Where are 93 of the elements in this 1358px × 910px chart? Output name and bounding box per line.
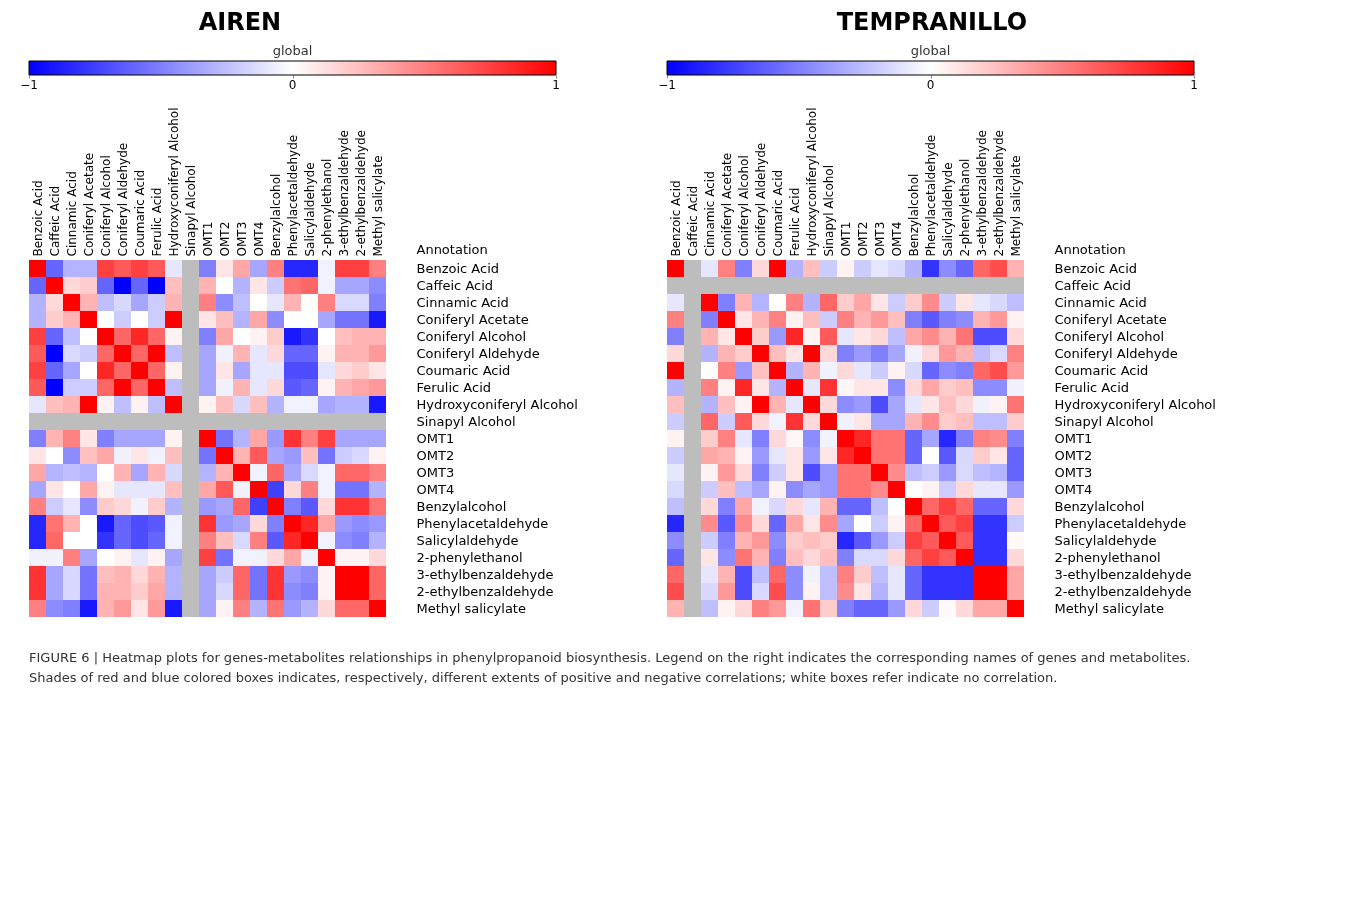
x-tick-label: Coniferyl Alcohol bbox=[98, 155, 113, 257]
y-tick-label: Coumaric Acid bbox=[416, 362, 511, 378]
x-tick-label: Benzylalcohol bbox=[268, 173, 283, 257]
x-tick-label: 3-ethylbenzaldehyde bbox=[974, 130, 989, 257]
x-tick-label: Caffeic Acid bbox=[685, 185, 700, 257]
y-axis-title: Annotation bbox=[1054, 241, 1126, 257]
y-tick-label: Benzylalcohol bbox=[416, 498, 507, 514]
y-tick-label: Coniferyl Acetate bbox=[1054, 311, 1167, 327]
x-tick-label: OMT4 bbox=[889, 221, 904, 257]
color-bar-label: 1 bbox=[1190, 78, 1198, 92]
x-tick-label: Salicylaldehyde bbox=[302, 162, 317, 257]
y-tick-label: Methyl salicylate bbox=[416, 600, 526, 616]
x-tick-label: OMT2 bbox=[855, 221, 870, 257]
y-tick-label: 2-phenylethanol bbox=[416, 549, 523, 565]
y-tick-label: Caffeic Acid bbox=[416, 277, 494, 293]
x-tick-label: Cinnamic Acid bbox=[702, 171, 717, 257]
x-tick-label: Coniferyl Acetate bbox=[719, 152, 734, 257]
y-tick-label: Phenylacetaldehyde bbox=[416, 515, 549, 531]
y-tick-label: Coniferyl Aldehyde bbox=[416, 345, 540, 361]
y-tick-label: Benzoic Acid bbox=[1054, 260, 1138, 276]
y-tick-label: Coniferyl Alcohol bbox=[416, 328, 527, 344]
x-tick-label: 3-ethylbenzaldehyde bbox=[336, 130, 351, 257]
y-tick-label: Benzylalcohol bbox=[1054, 498, 1145, 514]
x-tick-label: Cinnamic Acid bbox=[64, 171, 79, 257]
x-tick-label: Coniferyl Alcohol bbox=[736, 155, 751, 257]
y-tick-label: 2-phenylethanol bbox=[1054, 549, 1161, 565]
x-tick-label: Ferulic Acid bbox=[149, 187, 164, 257]
chart-title: AIREN bbox=[198, 7, 282, 36]
y-tick-label: Methyl salicylate bbox=[1054, 600, 1164, 616]
legend-title: global bbox=[272, 42, 313, 58]
y-tick-label: Benzoic Acid bbox=[416, 260, 500, 276]
y-tick-label: Cinnamic Acid bbox=[1054, 294, 1147, 310]
x-tick-label: OMT3 bbox=[872, 221, 887, 257]
y-tick-label: OMT1 bbox=[1054, 430, 1093, 446]
y-tick-label: 2-ethylbenzaldehyde bbox=[1054, 583, 1192, 599]
y-tick-label: Caffeic Acid bbox=[1054, 277, 1132, 293]
y-tick-label: 3-ethylbenzaldehyde bbox=[416, 566, 554, 582]
x-tick-label: Sinapyl Alcohol bbox=[821, 164, 836, 257]
x-tick-label: Hydroxyconiferyl Alcohol bbox=[166, 107, 181, 257]
y-tick-label: Ferulic Acid bbox=[1054, 379, 1130, 395]
y-tick-label: Coniferyl Aldehyde bbox=[1054, 345, 1178, 361]
y-tick-label: OMT4 bbox=[1054, 481, 1093, 497]
y-axis-title: Annotation bbox=[416, 241, 488, 257]
x-tick-label: Coniferyl Aldehyde bbox=[115, 142, 130, 257]
y-tick-label: 2-ethylbenzaldehyde bbox=[416, 583, 554, 599]
chart-title: TEMPRANILLO bbox=[836, 7, 1028, 36]
x-tick-label: OMT4 bbox=[251, 221, 266, 257]
y-tick-label: Coniferyl Alcohol bbox=[1054, 328, 1165, 344]
x-tick-label: OMT3 bbox=[234, 221, 249, 257]
x-tick-label: Coumaric Acid bbox=[132, 169, 147, 257]
x-tick-label: Phenylacetaldehyde bbox=[285, 134, 300, 257]
x-tick-label: Sinapyl Alcohol bbox=[183, 164, 198, 257]
x-tick-label: Benzoic Acid bbox=[668, 180, 683, 257]
y-tick-label: Coniferyl Acetate bbox=[416, 311, 529, 327]
caption: FIGURE 6 | Heatmap plots for genes-metabolites relationships in phenylpropanoid biosynthesis. Legend on the right indicates the corresponding names of genes and metabolites. Shades of red and blue colored boxes indicates, respectively, different extents of positive and negative correlations; white boxes refer indicate no correlation. bbox=[29, 650, 1191, 685]
color-bar-label: 0 bbox=[288, 78, 297, 92]
y-tick-label: OMT4 bbox=[416, 481, 455, 497]
legend-title: global bbox=[910, 42, 951, 58]
y-tick-label: Phenylacetaldehyde bbox=[1054, 515, 1187, 531]
y-tick-label: OMT3 bbox=[416, 464, 455, 480]
color-bar-label: 0 bbox=[926, 78, 935, 92]
y-tick-label: Hydroxyconiferyl Alcohol bbox=[416, 396, 578, 412]
x-tick-label: Hydroxyconiferyl Alcohol bbox=[804, 107, 819, 257]
x-tick-label: Coumaric Acid bbox=[770, 169, 785, 257]
x-tick-label: 2-phenylethanol bbox=[957, 158, 972, 257]
x-tick-label: 2-phenylethanol bbox=[319, 158, 334, 257]
y-tick-label: Ferulic Acid bbox=[416, 379, 492, 395]
x-tick-label: OMT1 bbox=[838, 221, 853, 257]
color-bar-label: −1 bbox=[658, 78, 676, 92]
y-tick-label: OMT2 bbox=[1054, 447, 1093, 463]
y-tick-label: OMT3 bbox=[1054, 464, 1093, 480]
x-tick-label: Benzylalcohol bbox=[906, 173, 921, 257]
x-tick-label: Coniferyl Acetate bbox=[81, 152, 96, 257]
y-tick-label: OMT1 bbox=[416, 430, 455, 446]
x-tick-label: Ferulic Acid bbox=[787, 187, 802, 257]
y-tick-label: Cinnamic Acid bbox=[416, 294, 509, 310]
y-tick-label: Sinapyl Alcohol bbox=[416, 413, 516, 429]
x-tick-label: Caffeic Acid bbox=[47, 185, 62, 257]
y-tick-label: Salicylaldehyde bbox=[1054, 532, 1157, 548]
color-bar-label: 1 bbox=[552, 78, 560, 92]
x-tick-label: OMT1 bbox=[200, 221, 215, 257]
y-tick-label: Hydroxyconiferyl Alcohol bbox=[1054, 396, 1216, 412]
x-tick-label: Phenylacetaldehyde bbox=[923, 134, 938, 257]
x-tick-label: Coniferyl Aldehyde bbox=[753, 142, 768, 257]
color-bar-label: −1 bbox=[20, 78, 38, 92]
y-tick-label: 3-ethylbenzaldehyde bbox=[1054, 566, 1192, 582]
x-tick-label: Salicylaldehyde bbox=[940, 162, 955, 257]
x-tick-label: OMT2 bbox=[217, 221, 232, 257]
y-tick-label: Sinapyl Alcohol bbox=[1054, 413, 1154, 429]
x-tick-label: Benzoic Acid bbox=[30, 180, 45, 257]
y-tick-label: Coumaric Acid bbox=[1054, 362, 1149, 378]
y-tick-label: OMT2 bbox=[416, 447, 455, 463]
y-tick-label: Salicylaldehyde bbox=[416, 532, 519, 548]
